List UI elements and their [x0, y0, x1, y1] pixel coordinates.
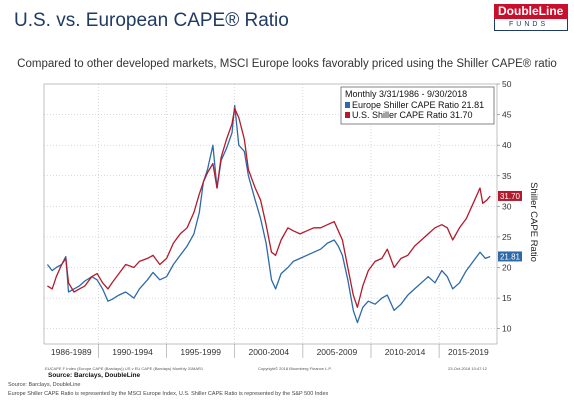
copyright-text: Copyright© 2018 Bloomberg Finance L.P. [258, 366, 332, 371]
chart-gridlines [43, 83, 500, 358]
logo-top-text: DoubleLine [494, 4, 568, 19]
tick-label-y: 15 [502, 293, 512, 303]
tick-label-y: 40 [502, 140, 512, 150]
tick-label-x: 1990-1994 [112, 347, 153, 357]
series-lines [46, 104, 491, 324]
tick-label-x: 2005-2009 [317, 347, 358, 357]
index-footnote: Europe Shiller CAPE Ratio is represented… [8, 391, 329, 397]
tick-label-y: 45 [502, 110, 512, 120]
tick-label-x: 2015-2019 [448, 347, 489, 357]
source-footnote: Source: Barclays, DoubleLine [8, 382, 81, 388]
tick-label-y: 30 [502, 201, 512, 211]
legend-box [340, 86, 495, 125]
tick-label-x: 2000-2004 [248, 347, 289, 357]
x-axis-labels: 1986-1989 1990-1994 1995-1999 2000-2004 2005… [51, 347, 489, 357]
tick-label-y: 50 [502, 79, 512, 89]
legend-item: Europe Shiller CAPE Ratio 21.81 [352, 100, 484, 110]
logo-bottom-text: FUNDS [494, 19, 568, 31]
chart-subtitle: Compared to other developed markets, MSC… [17, 58, 557, 70]
tick-label-x: 1995-1999 [180, 347, 221, 357]
plot-frame [43, 83, 498, 345]
europe-last-value: 21.81 [500, 252, 521, 261]
us-cape-line [47, 107, 491, 308]
us-last-value: 31.70 [500, 192, 521, 201]
timestamp-text: 23-Oct-2018 10:47:12 [448, 366, 487, 371]
legend-item: U.S. Shiller CAPE Ratio 31.70 [352, 110, 473, 120]
tick-label-y: 10 [502, 324, 512, 334]
last-value-badge [498, 190, 522, 201]
y-axis-labels: 10 15 20 25 30 35 40 45 50 [502, 79, 512, 334]
europe-cape-line [46, 104, 491, 324]
tick-label-x: 2010-2014 [385, 347, 426, 357]
y-axis-title: Shiller CAPE Ratio [528, 182, 539, 262]
tick-label-y: 25 [502, 232, 512, 242]
tick-label-x: 1986-1989 [51, 347, 92, 357]
legend-swatch [345, 102, 350, 108]
chart-source: Source: Barclays, DoubleLine [48, 372, 141, 379]
chart-meta-text: .EUCAPE F Index (Europe CAPE (Barclays))… [44, 366, 204, 371]
doubleline-logo: DoubleLine FUNDS [494, 4, 568, 34]
tick-label-y: 20 [502, 263, 512, 273]
page-title: U.S. vs. European CAPE® Ratio [14, 10, 289, 31]
legend-swatch [345, 112, 350, 118]
last-value-badges: 21.81 31.70 [498, 190, 522, 262]
last-value-badge [498, 251, 522, 262]
tick-label-y: 35 [502, 171, 512, 181]
legend-header: Monthly 3/31/1986 - 9/30/2018 [345, 89, 467, 99]
